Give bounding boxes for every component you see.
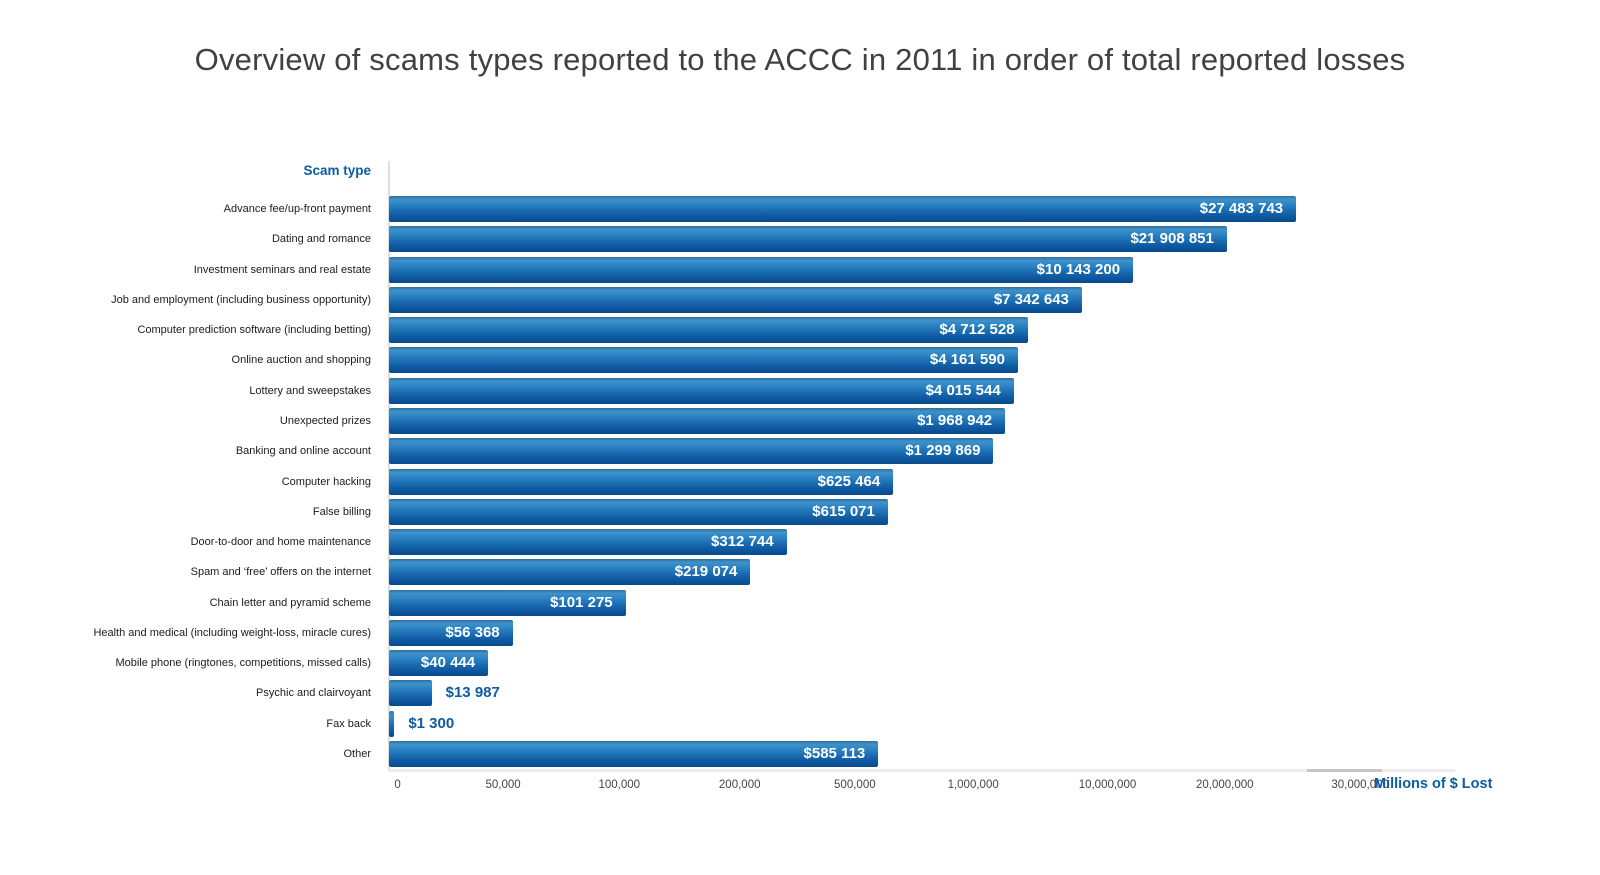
value-label: $1 968 942 (917, 412, 993, 429)
value-label: $585 113 (803, 745, 866, 762)
value-label: $7 342 643 (993, 291, 1069, 308)
x-tick-50000: 50,000 (485, 779, 521, 791)
category-label: Banking and online account (235, 445, 371, 457)
bar-row: Mobile phone (ringtones, competitions, m… (0, 650, 1600, 676)
bar-4: $7 342 643 (389, 287, 1082, 313)
bar-17 (389, 680, 432, 706)
category-label: Health and medical (including weight-los… (93, 627, 371, 639)
bar-8: $1 968 942 (389, 408, 1006, 434)
value-label: $615 071 (812, 503, 875, 520)
x-tick-1000000: 1,000,000 (947, 779, 999, 791)
bar-row: Health and medical (including weight-los… (0, 620, 1600, 646)
category-label: Online auction and shopping (231, 354, 371, 366)
x-tick-10000000: 10,000,000 (1078, 779, 1137, 791)
value-label: $1 300 (408, 715, 455, 732)
value-label: $21 908 851 (1130, 230, 1214, 247)
bar-row: Banking and online account $1 299 869 (0, 438, 1600, 464)
value-label: $4 161 590 (929, 351, 1005, 368)
bar-row: Online auction and shopping $4 161 590 (0, 347, 1600, 373)
x-axis-title: Millions of $ Lost (1374, 776, 1493, 792)
x-tick-500000: 500,000 (834, 779, 876, 791)
value-label: $625 464 (817, 473, 881, 490)
x-axis-line (389, 769, 1455, 772)
bar-row: Chain letter and pyramid scheme $101 275 (0, 590, 1600, 616)
bar-row: Job and employment (including business o… (0, 287, 1600, 313)
bar-16: $40 444 (389, 650, 489, 676)
bar-2: $21 908 851 (389, 226, 1227, 252)
bar-row: Advance fee/up-front payment $27 483 743 (0, 196, 1600, 222)
value-label: $10 143 200 (1036, 261, 1121, 278)
bar-14: $101 275 (389, 590, 626, 616)
bar-row: Dating and romance $21 908 851 (0, 226, 1600, 252)
bar-row: Psychic and clairvoyant $13 987 (0, 680, 1600, 706)
category-label: Computer hacking (281, 476, 371, 488)
value-label: $13 987 (445, 684, 500, 701)
category-label: Advance fee/up-front payment (223, 203, 371, 215)
value-label: $40 444 (420, 654, 476, 671)
bar-1: $27 483 743 (389, 196, 1297, 222)
category-label: Computer prediction software (including … (137, 324, 371, 336)
x-tick-20000000: 20,000,000 (1195, 779, 1254, 791)
bar-row: False billing $615 071 (0, 499, 1600, 525)
bar-10: $625 464 (389, 469, 894, 495)
bar-3: $10 143 200 (389, 257, 1134, 283)
bar-row: Computer prediction software (including … (0, 317, 1600, 343)
bar-row: Computer hacking $625 464 (0, 469, 1600, 495)
value-label: $27 483 743 (1199, 200, 1284, 217)
bar-row: Other $585 113 (0, 741, 1600, 767)
value-label: $4 015 544 (925, 382, 1001, 399)
bar-13: $219 074 (389, 559, 751, 585)
bar-row: Unexpected prizes $1 968 942 (0, 408, 1600, 434)
x-tick-200000: 200,000 (718, 779, 761, 791)
category-label: Spam and ‘free’ offers on the internet (190, 566, 371, 578)
value-label: $312 744 (711, 533, 774, 550)
category-label: Chain letter and pyramid scheme (209, 597, 371, 609)
value-label: $1 299 869 (905, 442, 981, 459)
bar-15: $56 368 (389, 620, 513, 646)
category-label: Psychic and clairvoyant (256, 687, 371, 699)
x-tick-100000: 100,000 (598, 779, 641, 791)
bar-5: $4 712 528 (389, 317, 1028, 343)
y-axis-header: Scam type (303, 163, 371, 178)
category-label: Job and employment (including business o… (111, 294, 371, 306)
value-label: $56 368 (445, 624, 500, 641)
bar-row: Door-to-door and home maintenance $312 74… (0, 529, 1600, 555)
scrollbar-thumb[interactable] (1307, 769, 1382, 772)
bar-row: Lottery and sweepstakes $4 015 544 (0, 378, 1600, 404)
bar-19: $585 113 (389, 741, 879, 767)
value-label: $101 275 (550, 594, 613, 611)
category-label: Dating and romance (271, 233, 371, 245)
bar-11: $615 071 (389, 499, 888, 525)
category-label: Other (343, 748, 371, 760)
category-label: Unexpected prizes (279, 415, 371, 427)
category-label: Mobile phone (ringtones, competitions, m… (115, 657, 371, 669)
bar-9: $1 299 869 (389, 438, 994, 464)
value-label: $219 074 (674, 563, 738, 580)
y-axis-line (388, 161, 390, 771)
bar-12: $312 744 (389, 529, 787, 555)
category-label: Door-to-door and home maintenance (190, 536, 371, 548)
bar-row: Fax back $1 300 (0, 711, 1600, 737)
category-label: Investment seminars and real estate (193, 264, 371, 276)
chart-title: Overview of scams types reported to the … (194, 42, 1406, 77)
x-tick-0: 0 (394, 779, 401, 791)
bar-6: $4 161 590 (389, 347, 1018, 373)
category-label: False billing (312, 506, 371, 518)
value-label: $4 712 528 (939, 321, 1015, 338)
x-tick-30000000: 30,000,000 (1331, 779, 1389, 791)
category-label: Fax back (326, 718, 371, 730)
bar-18 (389, 711, 395, 737)
bar-7: $4 015 544 (389, 378, 1014, 404)
bar-row: Investment seminars and real estate $10 1… (0, 257, 1600, 283)
category-label: Lottery and sweepstakes (249, 385, 371, 397)
bar-row: Spam and ‘free’ offers on the internet $2… (0, 559, 1600, 585)
